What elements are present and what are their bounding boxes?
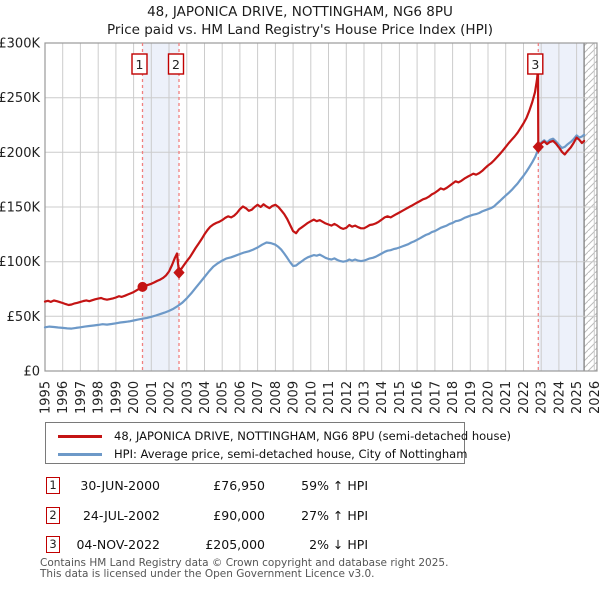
x-axis-label-1996: 1996 (56, 381, 71, 414)
x-axis-label-2005: 2005 (216, 381, 231, 414)
legend-row-hpi: HPI: Average price, semi-detached house,… (58, 447, 467, 461)
y-axis-label-£200K: £200K (0, 146, 40, 161)
sale-point-3 (532, 140, 544, 154)
x-axis-label-1997: 1997 (74, 381, 89, 414)
transaction-2-date: 24-JUL-2002 (82, 507, 160, 523)
legend-label-hpi: HPI: Average price, semi-detached house,… (114, 447, 468, 461)
sale-label-number-3: 3 (531, 57, 539, 72)
footer-line-2: This data is licensed under the Open Gov… (40, 568, 375, 580)
sale-point-2 (173, 266, 185, 279)
sale-label-number-2: 2 (172, 57, 180, 72)
transaction-2-marker-badge: 2 (46, 506, 60, 524)
x-axis-label-2000: 2000 (127, 381, 142, 414)
x-axis-label-2012: 2012 (340, 381, 355, 414)
x-axis-label-2003: 2003 (180, 381, 195, 414)
x-axis-label-2014: 2014 (375, 381, 390, 414)
x-axis-label-2008: 2008 (269, 381, 284, 414)
sale-label-number-1: 1 (136, 57, 144, 72)
y-axis-label-£50K: £50K (7, 310, 41, 325)
x-axis-label-1998: 1998 (92, 381, 107, 414)
transaction-3-date: 04-NOV-2022 (76, 536, 160, 552)
x-axis-label-2009: 2009 (287, 381, 302, 414)
x-axis-label-2016: 2016 (411, 381, 426, 414)
transaction-row-3: 3 04-NOV-2022 £205,000 2% ↓ HPI (0, 535, 600, 554)
footer-line-1: Contains HM Land Registry data © Crown c… (40, 557, 449, 569)
property-line-swatch (58, 434, 102, 438)
plot-frame (44, 42, 598, 372)
x-axis-label-2023: 2023 (535, 381, 550, 414)
license-footer: Contains HM Land Registry data © Crown c… (40, 558, 448, 580)
hpi-line (43, 133, 586, 330)
transaction-row-1: 1 30-JUN-2000 £76,950 59% ↑ HPI (0, 477, 600, 495)
x-axis-label-2007: 2007 (251, 381, 266, 414)
x-axis-label-2026: 2026 (588, 381, 600, 414)
chart-legend: 48, JAPONICA DRIVE, NOTTINGHAM, NG6 8PU … (45, 422, 511, 464)
x-axis-label-2019: 2019 (464, 381, 479, 414)
chart-title: 48, JAPONICA DRIVE, NOTTINGHAM, NG6 8PU (147, 4, 453, 20)
sale-point-1 (137, 281, 148, 292)
x-axis-label-2024: 2024 (552, 381, 567, 414)
x-axis-label-2021: 2021 (499, 381, 514, 414)
x-axis-label-2017: 2017 (428, 381, 443, 414)
sale-label-box-2 (167, 53, 185, 75)
transaction-1-marker-badge: 1 (46, 477, 60, 494)
legend-row-property: 48, JAPONICA DRIVE, NOTTINGHAM, NG6 8PU … (58, 429, 511, 443)
y-axis-label-£150K: £150K (0, 201, 40, 216)
property-price-line (43, 69, 586, 307)
x-axis-label-2018: 2018 (446, 381, 461, 414)
sale-label-box-3 (527, 53, 544, 75)
transaction-1-hpi-delta: 59% ↑ HPI (301, 478, 368, 493)
x-axis-label-2022: 2022 (517, 381, 532, 414)
transaction-2-hpi-delta: 27% ↑ HPI (301, 507, 368, 523)
hpi-line-swatch (58, 452, 102, 456)
y-axis-label-£0: £0 (23, 365, 40, 380)
x-axis-label-2002: 2002 (163, 381, 178, 414)
transaction-3-marker-badge: 3 (46, 535, 60, 553)
transaction-3-hpi-delta: 2% ↓ HPI (309, 536, 368, 552)
x-axis-label-2010: 2010 (304, 381, 319, 414)
transaction-1-date: 30-JUN-2000 (80, 478, 160, 493)
transaction-row-2: 2 24-JUL-2002 £90,000 27% ↑ HPI (0, 506, 600, 525)
x-axis-label-2020: 2020 (482, 381, 497, 414)
x-axis-label-2004: 2004 (198, 381, 213, 414)
transaction-2-price: £90,000 (213, 507, 265, 523)
legend-label-property: 48, JAPONICA DRIVE, NOTTINGHAM, NG6 8PU … (114, 429, 512, 443)
x-axis-label-2025: 2025 (570, 381, 585, 414)
sale-label-box-1 (131, 53, 148, 75)
transaction-3-price: £205,000 (205, 536, 265, 552)
x-axis-label-1995: 1995 (39, 381, 54, 414)
y-axis-label-£100K: £100K (0, 255, 40, 270)
transaction-1-price: £76,950 (213, 478, 265, 493)
y-axis-label-£300K: £300K (0, 37, 40, 52)
x-axis-label-2011: 2011 (322, 381, 337, 414)
x-axis-label-2001: 2001 (145, 381, 160, 414)
x-axis-label-2006: 2006 (233, 381, 248, 414)
y-axis-label-£250K: £250K (0, 91, 40, 106)
chart-subtitle: Price paid vs. HM Land Registry's House … (107, 22, 493, 38)
x-axis-label-2013: 2013 (358, 381, 373, 414)
x-axis-label-1999: 1999 (109, 381, 124, 414)
x-axis-label-2015: 2015 (393, 381, 408, 414)
